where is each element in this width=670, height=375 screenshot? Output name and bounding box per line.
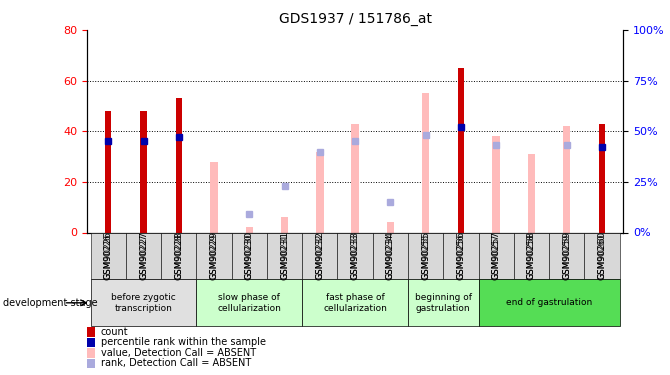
Bar [210, 162, 218, 232]
Text: percentile rank within the sample: percentile rank within the sample [100, 338, 265, 347]
Text: GSM90232: GSM90232 [316, 231, 324, 280]
Bar [105, 111, 111, 232]
Text: GSM90260: GSM90260 [598, 233, 606, 279]
Bar [351, 124, 359, 232]
Text: development stage: development stage [3, 298, 98, 308]
Text: GSM90234: GSM90234 [386, 233, 395, 279]
Text: GSM90230: GSM90230 [245, 231, 254, 280]
Text: GSM90229: GSM90229 [210, 233, 218, 279]
Text: fast phase of
cellularization: fast phase of cellularization [323, 293, 387, 312]
Title: GDS1937 / 151786_at: GDS1937 / 151786_at [279, 12, 431, 26]
Bar [176, 98, 182, 232]
Text: GSM90234: GSM90234 [386, 231, 395, 280]
Text: GSM90255: GSM90255 [421, 233, 430, 279]
Bar [458, 68, 464, 232]
Text: before zygotic
transcription: before zygotic transcription [111, 293, 176, 312]
Text: GSM90226: GSM90226 [104, 233, 113, 279]
Text: GSM90228: GSM90228 [174, 231, 184, 280]
Text: count: count [100, 327, 128, 337]
Text: value, Detection Call = ABSENT: value, Detection Call = ABSENT [100, 348, 256, 358]
Text: GSM90258: GSM90258 [527, 233, 536, 279]
Text: GSM90233: GSM90233 [350, 233, 360, 279]
Bar [527, 154, 535, 232]
Bar [599, 124, 605, 232]
Text: beginning of
gastrulation: beginning of gastrulation [415, 293, 472, 312]
Text: GSM90233: GSM90233 [350, 231, 360, 280]
Text: GSM90259: GSM90259 [562, 231, 572, 280]
Text: GSM90257: GSM90257 [492, 233, 500, 279]
Text: GSM90256: GSM90256 [456, 233, 466, 279]
Text: rank, Detection Call = ABSENT: rank, Detection Call = ABSENT [100, 358, 251, 368]
Bar [422, 93, 429, 232]
Bar [563, 126, 570, 232]
Bar [316, 152, 324, 232]
Text: GSM90229: GSM90229 [210, 231, 218, 280]
Text: GSM90259: GSM90259 [562, 233, 572, 279]
Text: GSM90256: GSM90256 [456, 231, 466, 280]
Text: GSM90226: GSM90226 [104, 231, 113, 280]
Text: GSM90258: GSM90258 [527, 231, 536, 280]
Bar [492, 136, 500, 232]
Text: slow phase of
cellularization: slow phase of cellularization [217, 293, 281, 312]
Text: GSM90260: GSM90260 [598, 231, 606, 280]
Text: GSM90227: GSM90227 [139, 233, 148, 279]
Bar [140, 111, 147, 232]
Text: GSM90231: GSM90231 [280, 231, 289, 280]
Text: GSM90228: GSM90228 [174, 233, 184, 279]
Bar [387, 222, 394, 232]
Text: GSM90255: GSM90255 [421, 231, 430, 280]
Bar [281, 217, 288, 232]
Text: GSM90257: GSM90257 [492, 231, 500, 280]
Text: GSM90230: GSM90230 [245, 233, 254, 279]
Bar [245, 227, 253, 232]
Text: GSM90231: GSM90231 [280, 233, 289, 279]
Text: GSM90232: GSM90232 [316, 233, 324, 279]
Text: GSM90227: GSM90227 [139, 231, 148, 280]
Text: end of gastrulation: end of gastrulation [506, 298, 592, 307]
